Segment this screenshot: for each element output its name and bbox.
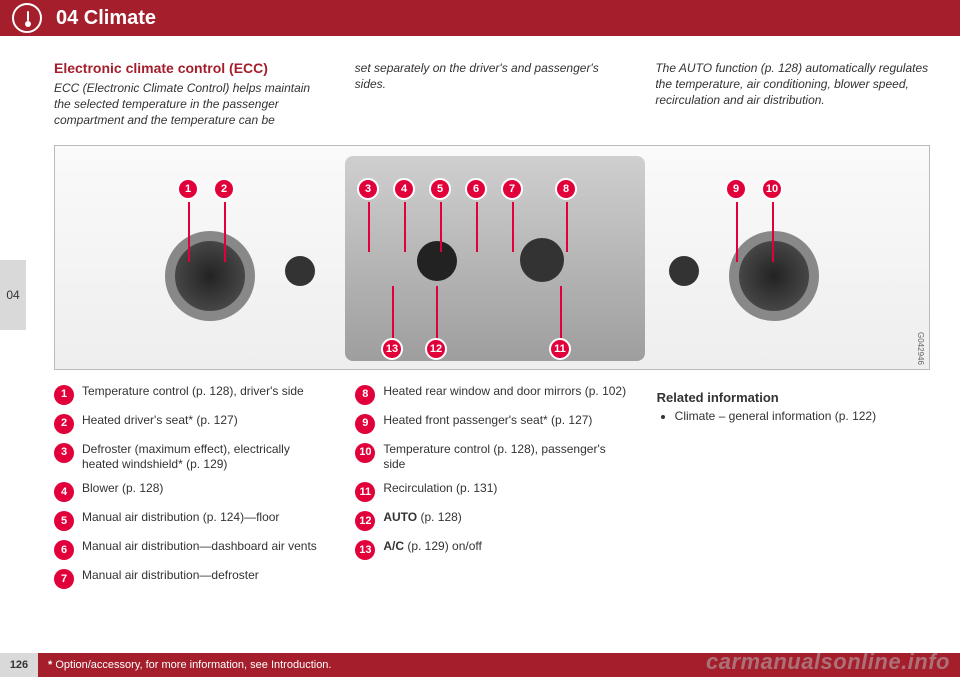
driver-seat-heat-button bbox=[285, 256, 315, 286]
legend-item-3: 3 Defroster (maximum effect), electricall… bbox=[54, 442, 327, 473]
legend-bubble: 1 bbox=[54, 385, 74, 405]
legend-item-12: 12 AUTO (p. 128) bbox=[355, 510, 628, 531]
legend-bubble: 3 bbox=[54, 443, 74, 463]
legend-item-1: 1 Temperature control (p. 128), driver's … bbox=[54, 384, 327, 405]
legend-bubble: 7 bbox=[54, 569, 74, 589]
related-col: Related information Climate – general in… bbox=[657, 384, 930, 597]
air-distribution-knob bbox=[520, 238, 564, 282]
related-list: Climate – general information (p. 122) bbox=[657, 409, 930, 423]
legend-bubble: 6 bbox=[54, 540, 74, 560]
legend-text: Recirculation (p. 131) bbox=[383, 481, 497, 497]
legend-text: Manual air distribution—defroster bbox=[82, 568, 259, 584]
page-content: Electronic climate control (ECC) ECC (El… bbox=[0, 36, 960, 597]
callout-leader bbox=[476, 202, 478, 252]
intro-text-1: ECC (Electronic Climate Control) helps m… bbox=[54, 80, 329, 129]
page-header: 04 Climate bbox=[0, 0, 960, 36]
callout-marker-12: 12 bbox=[425, 338, 447, 360]
passenger-seat-heat-button bbox=[669, 256, 699, 286]
callout-leader bbox=[560, 286, 562, 340]
callout-leader bbox=[368, 202, 370, 252]
intro-columns: Electronic climate control (ECC) ECC (El… bbox=[54, 60, 930, 129]
driver-temp-knob bbox=[165, 231, 255, 321]
legend-bubble: 10 bbox=[355, 443, 375, 463]
auto-button bbox=[417, 241, 457, 281]
legend-text: Heated driver's seat* (p. 127) bbox=[82, 413, 238, 429]
callout-leader bbox=[736, 202, 738, 262]
callout-marker-7: 7 bbox=[501, 178, 523, 200]
callout-leader bbox=[404, 202, 406, 252]
callout-marker-11: 11 bbox=[549, 338, 571, 360]
legend-item-11: 11 Recirculation (p. 131) bbox=[355, 481, 628, 502]
legend-text: Heated front passenger's seat* (p. 127) bbox=[383, 413, 592, 429]
intro-col-3: The AUTO function (p. 128) automatically… bbox=[655, 60, 930, 129]
legend-text: Manual air distribution (p. 124)—floor bbox=[82, 510, 279, 526]
callout-leader bbox=[224, 202, 226, 262]
callout-marker-2: 2 bbox=[213, 178, 235, 200]
legend-columns: 1 Temperature control (p. 128), driver's … bbox=[54, 384, 930, 597]
legend-item-13: 13 A/C (p. 129) on/off bbox=[355, 539, 628, 560]
legend-item-7: 7 Manual air distribution—defroster bbox=[54, 568, 327, 589]
figure-ref: G042946 bbox=[916, 332, 925, 365]
legend-text: Blower (p. 128) bbox=[82, 481, 163, 497]
passenger-temp-knob bbox=[729, 231, 819, 321]
ecc-figure: G042946 12345678910111213 bbox=[54, 145, 930, 370]
legend-bubble: 12 bbox=[355, 511, 375, 531]
legend-item-9: 9 Heated front passenger's seat* (p. 127) bbox=[355, 413, 628, 434]
section-heading: Electronic climate control (ECC) bbox=[54, 60, 329, 76]
intro-col-2: set separately on the driver's and passe… bbox=[355, 60, 630, 129]
callout-leader bbox=[772, 202, 774, 262]
callout-marker-8: 8 bbox=[555, 178, 577, 200]
legend-item-4: 4 Blower (p. 128) bbox=[54, 481, 327, 502]
legend-col-2: 8 Heated rear window and door mirrors (p.… bbox=[355, 384, 628, 597]
legend-text: Defroster (maximum effect), electrically… bbox=[82, 442, 327, 473]
callout-marker-13: 13 bbox=[381, 338, 403, 360]
callout-leader bbox=[436, 286, 438, 340]
legend-text: AUTO (p. 128) bbox=[383, 510, 461, 526]
callout-marker-6: 6 bbox=[465, 178, 487, 200]
legend-item-8: 8 Heated rear window and door mirrors (p.… bbox=[355, 384, 628, 405]
related-item: Climate – general information (p. 122) bbox=[675, 409, 930, 423]
legend-text: A/C (p. 129) on/off bbox=[383, 539, 482, 555]
legend-text: Manual air distribution—dashboard air ve… bbox=[82, 539, 317, 555]
legend-bubble: 11 bbox=[355, 482, 375, 502]
legend-bubble: 4 bbox=[54, 482, 74, 502]
legend-item-6: 6 Manual air distribution—dashboard air v… bbox=[54, 539, 327, 560]
intro-text-2: set separately on the driver's and passe… bbox=[355, 60, 630, 92]
related-heading: Related information bbox=[657, 390, 930, 405]
footnote: * Option/accessory, for more information… bbox=[48, 659, 331, 671]
page-number: 126 bbox=[0, 653, 38, 677]
callout-leader bbox=[512, 202, 514, 252]
callout-leader bbox=[188, 202, 190, 262]
legend-text: Temperature control (p. 128), driver's s… bbox=[82, 384, 304, 400]
legend-item-2: 2 Heated driver's seat* (p. 127) bbox=[54, 413, 327, 434]
legend-bubble: 5 bbox=[54, 511, 74, 531]
callout-leader bbox=[566, 202, 568, 252]
chapter-title: 04 Climate bbox=[56, 7, 156, 30]
callout-marker-1: 1 bbox=[177, 178, 199, 200]
callout-marker-5: 5 bbox=[429, 178, 451, 200]
callout-marker-10: 10 bbox=[761, 178, 783, 200]
legend-text: Heated rear window and door mirrors (p. … bbox=[383, 384, 626, 400]
callout-leader bbox=[440, 202, 442, 252]
intro-col-1: Electronic climate control (ECC) ECC (El… bbox=[54, 60, 329, 129]
chapter-side-tab: 04 bbox=[0, 260, 26, 330]
legend-bubble: 9 bbox=[355, 414, 375, 434]
legend-text: Temperature control (p. 128), passenger'… bbox=[383, 442, 628, 473]
legend-bubble: 2 bbox=[54, 414, 74, 434]
legend-bubble: 13 bbox=[355, 540, 375, 560]
callout-marker-9: 9 bbox=[725, 178, 747, 200]
callout-marker-3: 3 bbox=[357, 178, 379, 200]
footnote-text: Option/accessory, for more information, … bbox=[52, 659, 331, 671]
climate-icon bbox=[12, 3, 42, 33]
callout-leader bbox=[392, 286, 394, 340]
page-footer: 126 * Option/accessory, for more informa… bbox=[0, 653, 960, 677]
legend-item-10: 10 Temperature control (p. 128), passenge… bbox=[355, 442, 628, 473]
center-console-panel bbox=[345, 156, 645, 361]
legend-col-1: 1 Temperature control (p. 128), driver's … bbox=[54, 384, 327, 597]
legend-item-5: 5 Manual air distribution (p. 124)—floor bbox=[54, 510, 327, 531]
legend-bubble: 8 bbox=[355, 385, 375, 405]
intro-text-3: The AUTO function (p. 128) automatically… bbox=[655, 60, 930, 109]
callout-marker-4: 4 bbox=[393, 178, 415, 200]
